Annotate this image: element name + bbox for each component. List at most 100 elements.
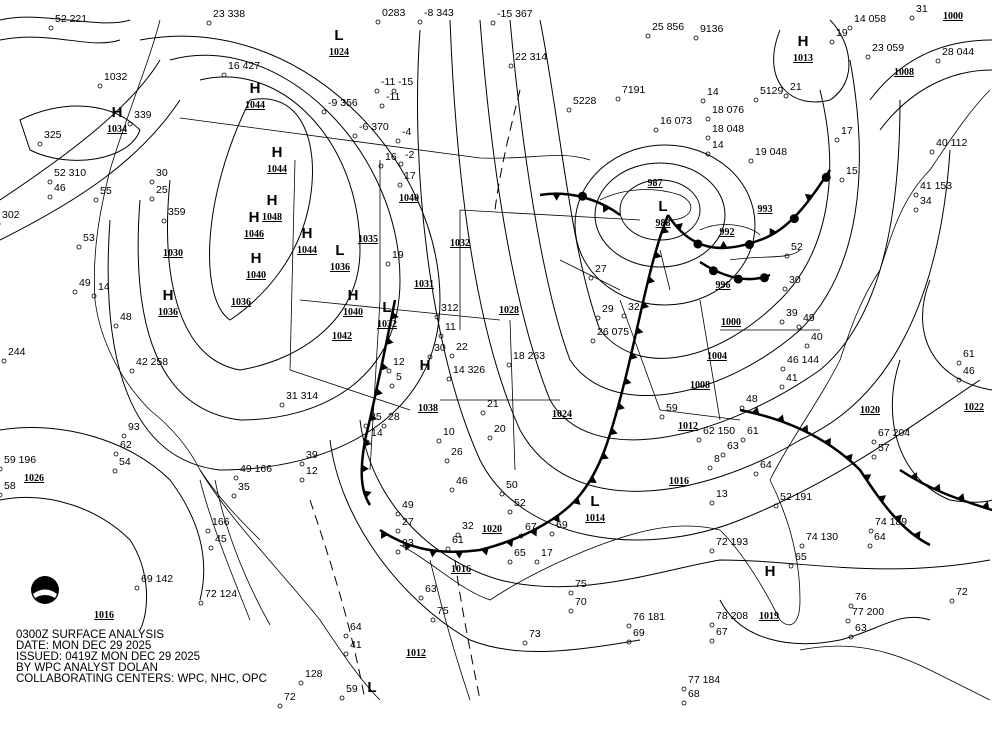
station-value: 32: [462, 520, 474, 532]
pressure-center: H: [420, 357, 431, 374]
pressure-center: 996: [716, 280, 731, 291]
station-value: 46: [963, 365, 975, 377]
station-circle: [707, 465, 713, 471]
cold-front-triangle: [641, 301, 650, 310]
station-value: 58: [4, 480, 16, 492]
central-pressure: 1026: [24, 473, 44, 484]
station-plot: 46: [956, 365, 975, 383]
station-circle: [518, 533, 524, 539]
station-value: 23 059: [872, 42, 904, 54]
station-value: -15: [398, 76, 413, 88]
station-plot: -9 356: [321, 97, 358, 115]
station-plot: 35: [231, 481, 250, 499]
station-plot: 34: [913, 195, 932, 213]
cold-front-triangle: [647, 276, 656, 284]
station-plot: 10: [436, 426, 455, 444]
station-plot: 45: [208, 533, 227, 551]
station-plot: 58: [0, 480, 16, 498]
station-circle: [709, 548, 715, 554]
station-circle: [121, 433, 127, 439]
trough: [309, 499, 366, 701]
central-pressure: 992: [720, 227, 735, 238]
station-value: 72: [956, 586, 968, 598]
pressure-center: H 1036: [158, 287, 178, 318]
station-plot: 17: [834, 125, 853, 143]
station-circle: [395, 511, 401, 517]
station-circle: [221, 72, 227, 78]
station-value: 312: [441, 302, 459, 314]
station-circle: [909, 15, 915, 21]
station-value: 75: [575, 578, 587, 590]
station-plot: 11: [438, 321, 456, 339]
station-circle: [848, 603, 854, 609]
stationary-front: [666, 169, 832, 250]
station-circle: [681, 700, 687, 706]
station-plot: 14: [364, 427, 383, 445]
station-value: 0283: [382, 7, 406, 19]
station-value: 52: [791, 241, 803, 253]
pressure-centers: H1013H1034H1044H1044H1048H1046H1040H1044…: [24, 11, 984, 696]
station-circle: [321, 109, 327, 115]
station-plot: 0283: [375, 7, 406, 25]
station-plot: 29: [595, 303, 614, 321]
station-plots: 52 221 23 338 0283 -8 343 -15 367 9136 14 058 3…: [0, 3, 975, 709]
station-circle: [693, 35, 699, 41]
station-circle: [112, 468, 118, 474]
central-pressure: 987: [648, 178, 663, 189]
station-plot: 74 189: [868, 516, 907, 534]
station-value: 67: [716, 626, 728, 638]
station-value: 18 263: [513, 350, 545, 362]
station-plot: 22: [449, 341, 468, 359]
station-value: 28: [388, 411, 400, 423]
pressure-center: 1016: [669, 476, 689, 487]
station-plot: 46 144: [780, 354, 819, 372]
station-plot: 75: [568, 578, 587, 596]
central-pressure: 1048: [262, 212, 282, 223]
station-circle: [913, 207, 919, 213]
station-circle: [0, 466, 3, 472]
station-plot: 21: [480, 398, 499, 416]
station-value: 23 338: [213, 8, 245, 20]
cold-front-triangle: [617, 402, 625, 411]
station-value: 41 153: [920, 180, 952, 192]
station-circle: [395, 549, 401, 555]
warm-front-semicircle: [693, 239, 703, 249]
station-plot: 64: [753, 459, 772, 477]
station-plot: 32: [621, 301, 640, 319]
station-circle: [568, 608, 574, 614]
station-circle: [804, 343, 810, 349]
station-value: 5129: [760, 85, 784, 97]
station-plot: 78 208: [709, 610, 748, 628]
station-value: 48: [746, 393, 758, 405]
station-plot: 14 058: [847, 13, 886, 31]
pressure-center: H 1044: [245, 80, 265, 111]
station-value: 69 142: [141, 573, 173, 585]
station-circle: [834, 137, 840, 143]
station-circle: [417, 19, 423, 25]
station-value: 48: [120, 311, 132, 323]
pressure-center: 987: [648, 178, 663, 189]
station-circle: [299, 461, 305, 467]
station-value: 14: [371, 427, 383, 439]
station-circle: [681, 686, 687, 692]
station-plot: 64: [343, 621, 362, 639]
pressure-center: H 1040: [246, 250, 266, 281]
cold-front-triangle: [863, 474, 872, 482]
cold-front-triangle: [588, 475, 597, 483]
central-pressure: 1008: [690, 380, 710, 391]
central-pressure: 1020: [860, 405, 880, 416]
station-value: 77 184: [688, 674, 720, 686]
station-circle: [364, 439, 370, 445]
station-value: 52 221: [55, 13, 87, 25]
station-plot: 93: [121, 421, 140, 439]
station-value: 34: [920, 195, 932, 207]
high-pressure-symbol: H: [765, 563, 776, 580]
station-plot: 25: [363, 411, 382, 429]
station-circle: [378, 163, 384, 169]
station-value: 18 048: [712, 123, 744, 135]
station-value: 61: [747, 425, 759, 437]
cold-front-triangle: [894, 514, 903, 523]
central-pressure: 1032: [377, 319, 397, 330]
cold-front-triangle: [552, 193, 561, 201]
